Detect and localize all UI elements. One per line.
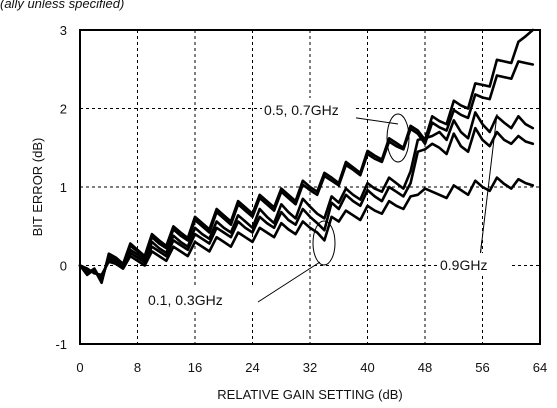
annotation-label-09ghz: 0.9GHz xyxy=(440,257,487,273)
y-tick-label: 2 xyxy=(60,102,67,117)
annotations: 0.5, 0.7GHz 0.1, 0.3GHz 0.9GHz xyxy=(146,98,512,310)
y-tick-label: 1 xyxy=(60,180,67,195)
series-lines xyxy=(78,28,535,285)
series-line-2 xyxy=(78,60,535,283)
y-axis-title: BIT ERROR (dB) xyxy=(30,138,45,237)
annotation-ellipse-lower xyxy=(312,220,336,266)
x-tick-label: 32 xyxy=(303,360,317,375)
x-tick-label: 48 xyxy=(418,360,432,375)
series-line-4 xyxy=(78,126,535,279)
y-tick-label: 3 xyxy=(60,23,67,38)
x-tick-label: 24 xyxy=(245,360,259,375)
series-line-1 xyxy=(78,28,535,285)
annotation-leader-upper xyxy=(349,116,399,125)
plot-frame xyxy=(79,29,541,345)
series-line-3 xyxy=(78,111,535,281)
x-tick-label: 56 xyxy=(475,360,489,375)
x-axis-title: RELATIVE GAIN SETTING (dB) xyxy=(217,387,402,402)
annotation-leader-09ghz-1 xyxy=(479,113,498,258)
header-fragment: (ally unless specified) xyxy=(0,0,125,11)
x-tick-label: 40 xyxy=(360,360,374,375)
annotation-ellipse-upper xyxy=(386,113,410,163)
annotation-label-05-07ghz: 0.5, 0.7GHz xyxy=(264,102,339,118)
x-tick-label: 8 xyxy=(134,360,141,375)
x-tick-label: 64 xyxy=(533,360,547,375)
y-tick-label: 0 xyxy=(60,259,67,274)
x-tick-label: 0 xyxy=(76,360,83,375)
x-tick-labels: 0 8 16 24 32 40 48 56 64 xyxy=(76,360,547,375)
annotation-label-01-03ghz: 0.1, 0.3GHz xyxy=(148,292,223,308)
y-tick-label: -1 xyxy=(55,337,67,352)
series-line-5 xyxy=(78,176,535,277)
x-tick-label: 16 xyxy=(188,360,202,375)
y-tick-labels: -1 0 1 2 3 xyxy=(55,23,67,352)
annotation-leader-lower xyxy=(257,261,321,303)
